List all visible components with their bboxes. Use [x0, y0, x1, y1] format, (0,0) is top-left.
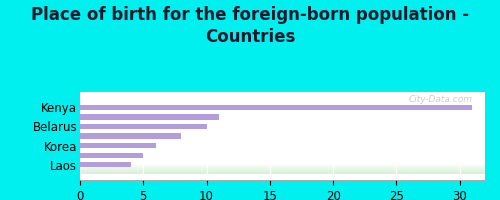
- Text: Place of birth for the foreign-born population -
Countries: Place of birth for the foreign-born popu…: [31, 6, 469, 46]
- Text: City-Data.com: City-Data.com: [409, 95, 473, 104]
- Bar: [80, 124, 206, 129]
- Bar: [80, 143, 156, 148]
- Bar: [80, 133, 181, 139]
- Bar: [80, 162, 130, 167]
- Bar: [80, 114, 219, 119]
- Bar: [80, 105, 472, 110]
- Bar: [80, 152, 144, 158]
